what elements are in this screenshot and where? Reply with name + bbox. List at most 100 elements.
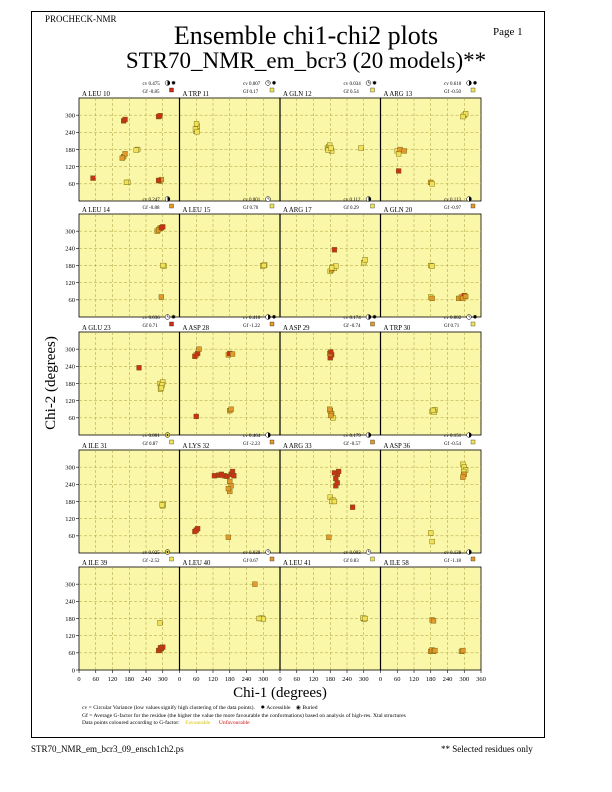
y-tick-label: 60 (69, 650, 76, 657)
residue-label: A LEU 41 (283, 560, 311, 567)
cv-value: cv 0.179 (344, 434, 362, 439)
data-point (122, 116, 128, 123)
data-point (460, 113, 466, 120)
data-point (231, 473, 237, 479)
y-tick-label: 120 (65, 516, 75, 523)
data-point (327, 406, 333, 412)
program-name: PROCHECK-NMR (45, 14, 117, 24)
y-axis-label: Chi-2 (degrees) (43, 336, 59, 430)
x-tick-label: 120 (409, 676, 419, 683)
x-tick-label: 0 (77, 676, 80, 683)
data-point (123, 179, 130, 186)
cv-value: cv 0.138 (444, 551, 462, 556)
data-point (460, 474, 466, 480)
legend-accessible: Accessible (266, 705, 291, 711)
data-point (133, 147, 139, 153)
residue-label: A LEU 10 (82, 91, 111, 98)
cv-value: cv 0.112 (344, 198, 362, 203)
x-tick-label: 180 (225, 676, 235, 683)
accessible-icon: ✹ (372, 80, 377, 87)
accessible-icon: ✹ (272, 80, 277, 87)
accessibility-icon-dot (166, 551, 169, 553)
data-point (192, 353, 198, 359)
gf-swatch (470, 439, 476, 445)
gf-value: Gf 0.17 (243, 90, 259, 95)
data-point (229, 351, 236, 357)
data-point (228, 406, 234, 412)
accessible-icon: ✹ (272, 314, 277, 321)
data-point (429, 181, 435, 187)
y-tick-label: 240 (65, 364, 75, 371)
accessibility-icon-fill (268, 432, 271, 438)
y-tick-label: 240 (65, 599, 75, 606)
data-point (252, 581, 258, 587)
x-tick-label: 240 (443, 676, 453, 683)
cv-value: cv 0.610 (444, 82, 462, 87)
data-point (157, 645, 164, 651)
data-point (228, 483, 234, 489)
y-tick-label: 120 (65, 280, 75, 287)
x-tick-label: 300 (158, 676, 168, 683)
cv-value: cv 0.002 (444, 316, 462, 321)
accessible-icon: ✹ (171, 314, 176, 321)
gf-value: Gf 0.67 (243, 559, 259, 564)
data-point (229, 468, 236, 475)
gf-swatch (269, 439, 275, 445)
residue-label: A LYS 32 (183, 443, 210, 450)
gf-swatch (169, 203, 174, 209)
gf-swatch (470, 556, 476, 562)
cv-value: cv 0.001 (243, 198, 261, 203)
legend-colour-row: Data points coloured according to G-fact… (82, 720, 406, 728)
x-tick-label: 120 (208, 676, 218, 683)
data-point (460, 647, 466, 654)
cv-value: cv 0.475 (143, 82, 161, 87)
accessibility-icon-hand (267, 550, 270, 553)
data-point (428, 530, 434, 536)
gf-value: Gf -0.50 (444, 90, 461, 95)
accessible-icon: ✹ (372, 314, 377, 321)
data-point (194, 129, 200, 135)
residue-label: A TRP 11 (183, 91, 210, 98)
accessibility-icon-hand (267, 197, 270, 200)
data-point (358, 145, 364, 151)
accessible-icon: ✹ (260, 705, 266, 711)
y-tick-label: 120 (65, 164, 75, 171)
data-point (331, 498, 338, 505)
x-tick-label: 60 (394, 676, 401, 683)
x-tick-label: 180 (124, 676, 134, 683)
data-point (90, 175, 96, 181)
residue-label: A ARG 17 (283, 207, 312, 214)
data-point (193, 413, 199, 420)
x-tick-label: 240 (242, 676, 252, 683)
data-point (256, 615, 262, 622)
gf-value: Gf -2.52 (143, 559, 160, 564)
accessibility-icon-fill (167, 80, 170, 86)
y-tick-label: 300 (65, 464, 75, 471)
y-tick-label: 60 (69, 297, 76, 304)
data-point (227, 478, 233, 485)
x-tick-label: 60 (193, 676, 200, 683)
y-tick-label: 240 (65, 130, 75, 137)
x-tick-label: 180 (325, 676, 335, 683)
buried-icon: ◉ (296, 705, 301, 711)
gf-value: Gf 0.54 (344, 90, 360, 95)
gf-swatch (169, 556, 174, 562)
accessibility-icon-fill (469, 549, 472, 555)
accessibility-icon-hand (167, 315, 170, 318)
y-tick-label: 300 (65, 228, 75, 235)
data-point (261, 262, 267, 269)
data-point (225, 534, 231, 540)
data-point (401, 148, 407, 154)
gf-swatch (269, 321, 275, 327)
residue-label: A LEU 14 (82, 207, 111, 214)
data-point (334, 480, 340, 486)
cv-value: cv 0.113 (444, 198, 462, 203)
gf-swatch (370, 439, 375, 445)
x-tick-label: 0 (278, 676, 281, 683)
data-point (155, 177, 162, 184)
x-tick-label: 240 (141, 676, 151, 683)
gf-swatch (269, 203, 275, 209)
y-tick-label: 240 (65, 246, 75, 253)
x-tick-label: 360 (476, 676, 486, 683)
footer-note: ** Selected residues only (441, 744, 533, 754)
